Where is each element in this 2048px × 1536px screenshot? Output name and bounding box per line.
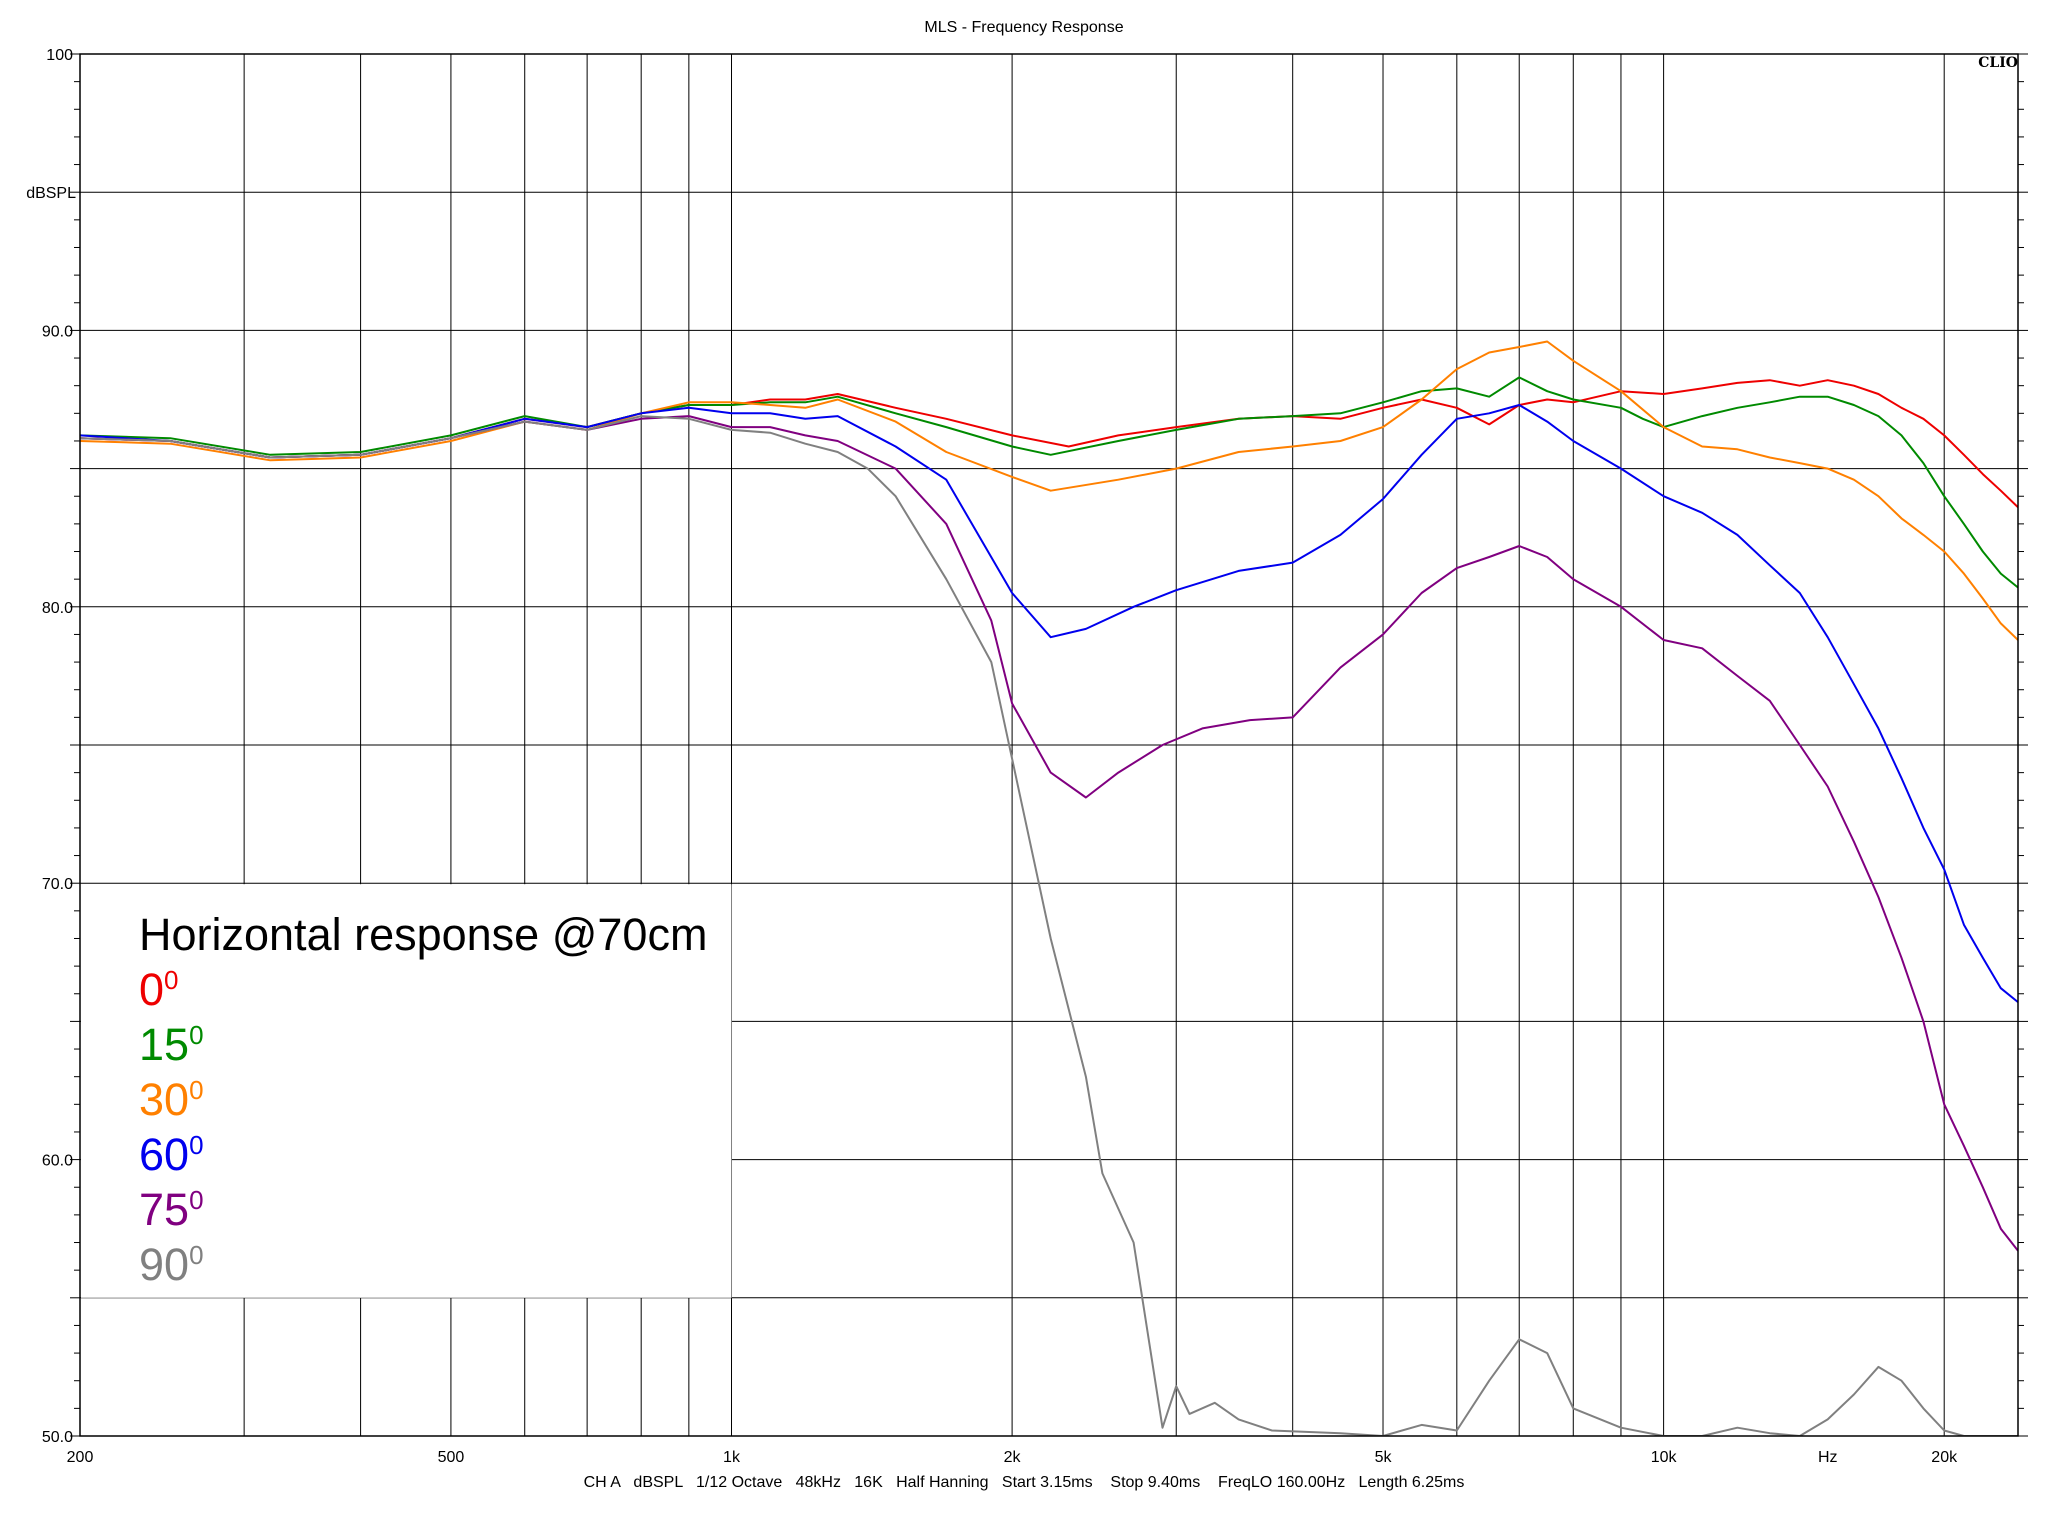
x-tick-label: Hz [1818,1449,1838,1466]
series-line-60 [80,404,2018,1003]
y-tick-label: 80.0 [42,600,73,617]
chart-title: MLS - Frequency Response [924,19,1123,36]
x-tick-label: 2k [1004,1449,1022,1466]
y-tick-label: 100 [46,47,73,64]
series-line-0 [80,379,2018,509]
legend-entry-60: 600 [139,1129,204,1180]
grid [70,53,2028,1437]
legend-entry-90: 900 [139,1239,204,1290]
axis-labels: 200 500 1k 2k 5k 10k Hz 20k 100 90.0 80.0 70.0 60.0 5… [42,47,1958,1466]
x-tick-label: 1k [723,1449,741,1466]
x-tick-label: 500 [438,1449,465,1466]
x-tick-label: 20k [1931,1449,1958,1466]
series-line-30 [80,340,2018,641]
legend-entry-0: 00 [139,964,179,1015]
legend-entry-75: 750 [139,1184,204,1235]
brand-label: CLIO [1978,55,2018,71]
y-tick-label: 60.0 [42,1153,73,1170]
x-tick-label: 200 [67,1449,94,1466]
y-tick-label: 50.0 [42,1429,73,1446]
footer-settings: CH A dBSPL 1/12 Octave 48kHz 16K Half Ha… [584,1474,1465,1491]
series-line-90 [80,415,2018,1436]
x-tick-label: 5k [1375,1449,1393,1466]
series-line-15 [80,376,2018,589]
x-tick-label: 10k [1651,1449,1678,1466]
legend-title: Horizontal response @70cm [139,909,707,960]
series-line-75 [80,415,2018,1252]
legend-entry-15: 150 [139,1019,204,1070]
legend: Horizontal response @70cm001503006007509… [139,909,707,1290]
series-layer [80,340,2018,1436]
legend-box [81,884,732,1298]
plot-frame [79,53,2019,1437]
legend-entry-30: 300 [139,1074,204,1125]
y-tick-label: 90.0 [42,323,73,340]
y-axis-label: dBSPL [26,185,76,202]
y-tick-label: 70.0 [42,876,73,893]
